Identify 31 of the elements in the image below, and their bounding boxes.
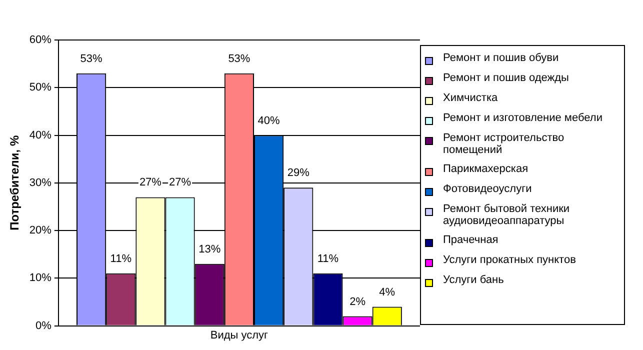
data-label: 13% xyxy=(198,243,221,256)
data-label: 40% xyxy=(258,114,280,127)
legend-label: Прачечная xyxy=(443,234,498,246)
y-tick-label: 50% xyxy=(29,82,52,94)
y-tick-label: 40% xyxy=(29,129,52,142)
legend-label: Ремонт истроительство помещений xyxy=(443,132,566,156)
legend-label: Услуги прокатных пунктов xyxy=(443,254,576,266)
data-label: 29% xyxy=(287,167,310,180)
data-label: 53% xyxy=(228,52,250,65)
data-label: 27% xyxy=(139,176,162,189)
legend-label: Парикмахерская xyxy=(443,163,528,175)
data-label: 11% xyxy=(110,252,132,265)
legend-label: Ремонт бытовой техники аудиовидеоаппаратуры xyxy=(443,203,571,227)
y-axis-title: Потребители, % xyxy=(8,135,22,230)
legend-label: Химчистка xyxy=(443,92,498,104)
legend-label: Ремонт и пошив одежды xyxy=(443,72,569,84)
y-tick-label: 20% xyxy=(29,224,52,237)
data-label: 27% xyxy=(169,176,192,189)
data-label: 2% xyxy=(350,296,366,308)
data-label: 53% xyxy=(80,52,103,65)
data-label: 11% xyxy=(317,252,339,265)
legend-label: Ремонт и изготовление мебели xyxy=(443,112,602,124)
x-tick-label: Виды услуг xyxy=(210,329,268,342)
y-tick-label: 60% xyxy=(29,34,52,46)
legend-label: Фотовидеоуслуги xyxy=(443,183,532,195)
legend-label: Ремонт и пошив обуви xyxy=(443,52,559,64)
data-label: 4% xyxy=(379,286,396,298)
y-tick-label: 0% xyxy=(36,320,52,332)
legend-label: Услуги бань xyxy=(443,274,504,286)
y-tick-label: 30% xyxy=(29,176,52,189)
y-tick-label: 10% xyxy=(29,272,52,284)
